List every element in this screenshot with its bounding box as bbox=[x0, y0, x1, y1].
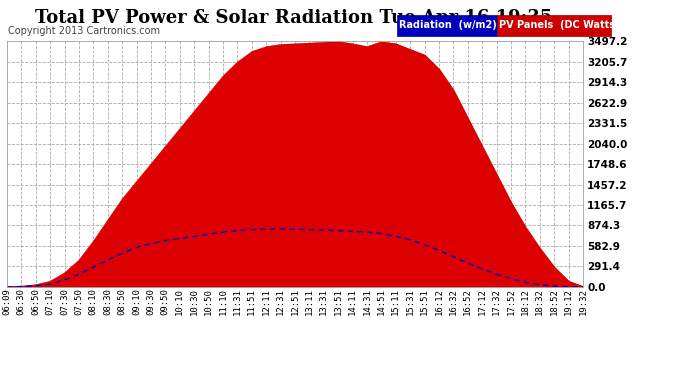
Text: Total PV Power & Solar Radiation Tue Apr 16 19:35: Total PV Power & Solar Radiation Tue Apr… bbox=[34, 9, 552, 27]
Text: PV Panels  (DC Watts): PV Panels (DC Watts) bbox=[499, 20, 620, 30]
Text: Radiation  (w/m2): Radiation (w/m2) bbox=[399, 20, 497, 30]
Text: Copyright 2013 Cartronics.com: Copyright 2013 Cartronics.com bbox=[8, 26, 160, 36]
